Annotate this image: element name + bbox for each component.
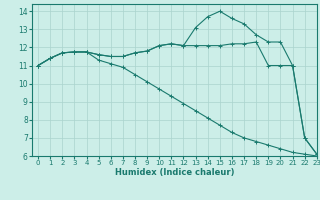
X-axis label: Humidex (Indice chaleur): Humidex (Indice chaleur) [115,168,234,177]
